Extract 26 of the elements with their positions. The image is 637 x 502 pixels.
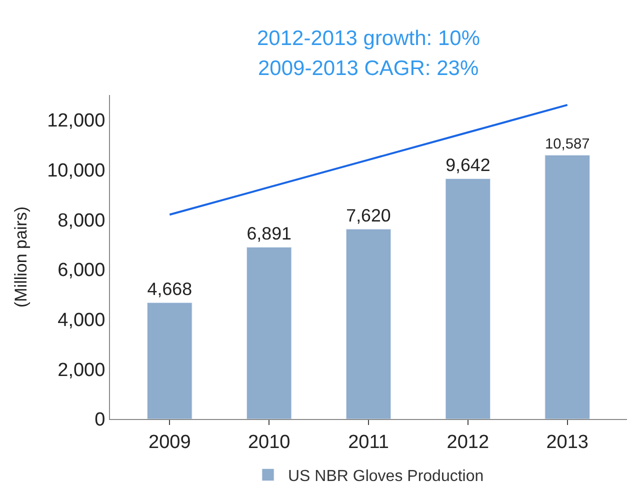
x-tick-label: 2013 [546,432,588,453]
x-tick-label: 2010 [248,432,290,453]
data-label: 4,668 [147,278,192,299]
y-tick-label: 12,000 [47,110,106,132]
legend-label: US NBR Gloves Production [288,468,484,486]
y-tick-label: 0 [94,410,106,431]
bar [147,302,192,419]
y-axis-title: (Million pairs) [12,206,31,308]
data-label: 9,642 [446,154,490,175]
x-tick-label: 2011 [348,432,389,453]
data-label: 7,620 [346,205,391,226]
x-tick-label: 2012 [446,432,490,453]
y-tick-label: 6,000 [58,260,106,282]
data-label: 6,891 [246,224,292,244]
y-tick-label: 8,000 [58,210,106,232]
y-tick-label: 10,000 [47,160,106,182]
data-label: 10,587 [545,136,590,152]
text: 2009-2013 CAGR: 23% [258,57,479,80]
bar [544,154,590,419]
x-tick-label: 2009 [148,432,191,453]
bar [445,178,491,419]
bar [346,228,392,419]
text: 2012-2013 growth: 10% [257,27,480,50]
y-tick-label: 2,000 [58,360,106,381]
y-tick-label: 4,000 [58,310,106,331]
bar [246,247,292,419]
